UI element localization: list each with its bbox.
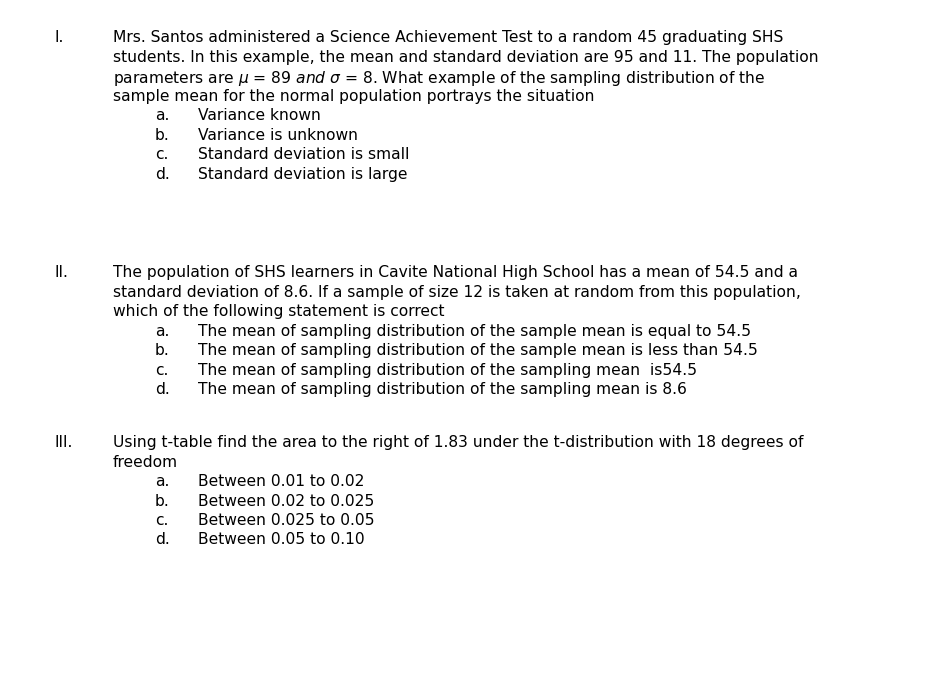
Text: Between 0.01 to 0.02: Between 0.01 to 0.02 — [198, 474, 364, 489]
Text: The population of SHS learners in Cavite National High School has a mean of 54.5: The population of SHS learners in Cavite… — [113, 265, 798, 280]
Text: Variance is unknown: Variance is unknown — [198, 127, 358, 142]
Text: The mean of sampling distribution of the sample mean is equal to 54.5: The mean of sampling distribution of the… — [198, 323, 751, 338]
Text: d.: d. — [155, 382, 169, 397]
Text: students. In this example, the mean and standard deviation are 95 and 11. The po: students. In this example, the mean and … — [113, 49, 819, 64]
Text: which of the following statement is correct: which of the following statement is corr… — [113, 304, 444, 319]
Text: II.: II. — [55, 265, 68, 280]
Text: sample mean for the normal population portrays the situation: sample mean for the normal population po… — [113, 88, 594, 103]
Text: Standard deviation is large: Standard deviation is large — [198, 166, 407, 182]
Text: Variance known: Variance known — [198, 108, 320, 123]
Text: Standard deviation is small: Standard deviation is small — [198, 147, 409, 162]
Text: The mean of sampling distribution of the sampling mean is 8.6: The mean of sampling distribution of the… — [198, 382, 687, 397]
Text: Mrs. Santos administered a Science Achievement Test to a random 45 graduating SH: Mrs. Santos administered a Science Achie… — [113, 30, 784, 45]
Text: Between 0.02 to 0.025: Between 0.02 to 0.025 — [198, 493, 375, 508]
Text: Using t-table find the area to the right of 1.83 under the t-distribution with 1: Using t-table find the area to the right… — [113, 435, 804, 450]
Text: b.: b. — [155, 127, 169, 142]
Text: Between 0.05 to 0.10: Between 0.05 to 0.10 — [198, 532, 364, 547]
Text: b.: b. — [155, 493, 169, 508]
Text: c.: c. — [155, 362, 168, 377]
Text: c.: c. — [155, 147, 168, 162]
Text: c.: c. — [155, 513, 168, 528]
Text: The mean of sampling distribution of the sample mean is less than 54.5: The mean of sampling distribution of the… — [198, 343, 758, 358]
Text: d.: d. — [155, 532, 169, 547]
Text: d.: d. — [155, 166, 169, 182]
Text: a.: a. — [155, 323, 169, 338]
Text: a.: a. — [155, 474, 169, 489]
Text: freedom: freedom — [113, 455, 178, 469]
Text: III.: III. — [55, 435, 73, 450]
Text: Between 0.025 to 0.05: Between 0.025 to 0.05 — [198, 513, 375, 528]
Text: I.: I. — [55, 30, 65, 45]
Text: parameters are $\mu$ = 89 $and$ $\sigma$ = 8. What example of the sampling distr: parameters are $\mu$ = 89 $and$ $\sigma$… — [113, 69, 766, 88]
Text: b.: b. — [155, 343, 169, 358]
Text: a.: a. — [155, 108, 169, 123]
Text: The mean of sampling distribution of the sampling mean  is54.5: The mean of sampling distribution of the… — [198, 362, 697, 377]
Text: standard deviation of 8.6. If a sample of size 12 is taken at random from this p: standard deviation of 8.6. If a sample o… — [113, 284, 801, 299]
